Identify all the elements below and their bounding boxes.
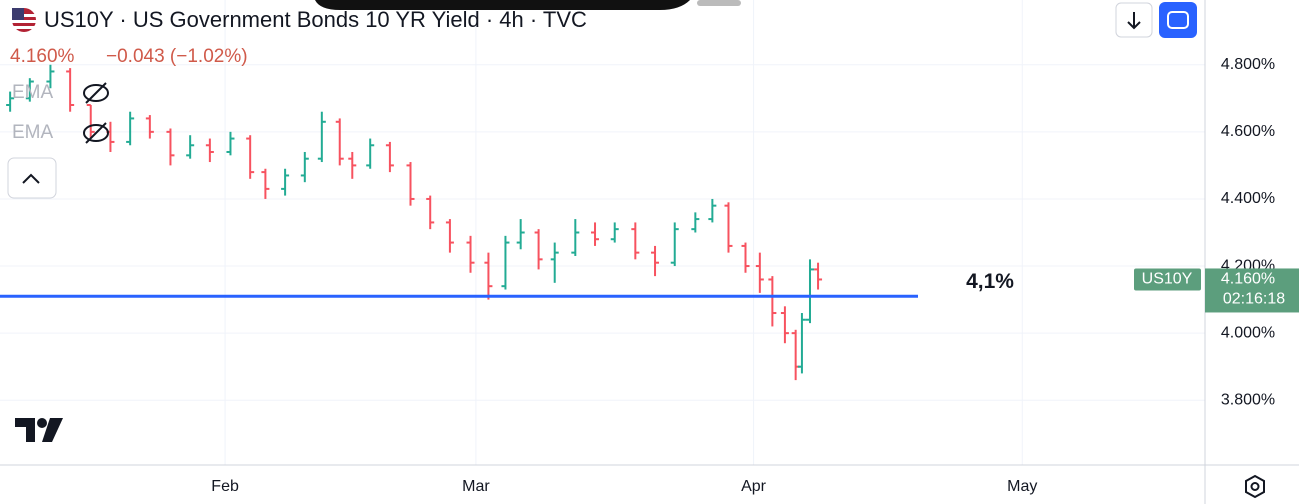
countdown: 02:16:18 — [1223, 291, 1285, 308]
x-tick-label: May — [1007, 478, 1037, 495]
fullscreen-button[interactable] — [1159, 2, 1197, 38]
y-tick-label: 3.800% — [1221, 391, 1275, 408]
x-tick-label: Mar — [462, 478, 490, 495]
symbol-tag — [1134, 268, 1201, 291]
price: 4.160% — [10, 46, 75, 67]
price-tag-label: 4.160% — [1221, 271, 1275, 288]
settings-button[interactable] — [1245, 474, 1265, 499]
y-tick-label: 4.800% — [1221, 56, 1275, 73]
indicator-label[interactable]: EMA — [12, 82, 54, 103]
scroll-down-button[interactable] — [1115, 2, 1153, 38]
y-tick-label: 4.000% — [1221, 324, 1275, 341]
x-tick-label: Apr — [741, 478, 767, 495]
chart-title: US10Y · US Government Bonds 10 YR Yield … — [44, 7, 587, 32]
y-tick-label: 4.400% — [1221, 190, 1275, 207]
level-label: 4,1% — [966, 270, 1014, 293]
collapse-button[interactable] — [7, 157, 57, 199]
indicator-label[interactable]: EMA — [12, 122, 54, 143]
change: −0.043 (−1.02%) — [106, 46, 248, 67]
occlusion — [315, 0, 690, 10]
price-tag — [1205, 268, 1299, 313]
symbol-tag-label: US10Y — [1142, 271, 1193, 288]
x-tick-label: Feb — [211, 478, 239, 495]
tradingview-logo — [15, 418, 63, 442]
flag-icon — [12, 8, 36, 32]
y-tick-label: 4.600% — [1221, 123, 1275, 140]
occlusion — [697, 0, 741, 6]
hidden-icon[interactable] — [83, 82, 109, 144]
